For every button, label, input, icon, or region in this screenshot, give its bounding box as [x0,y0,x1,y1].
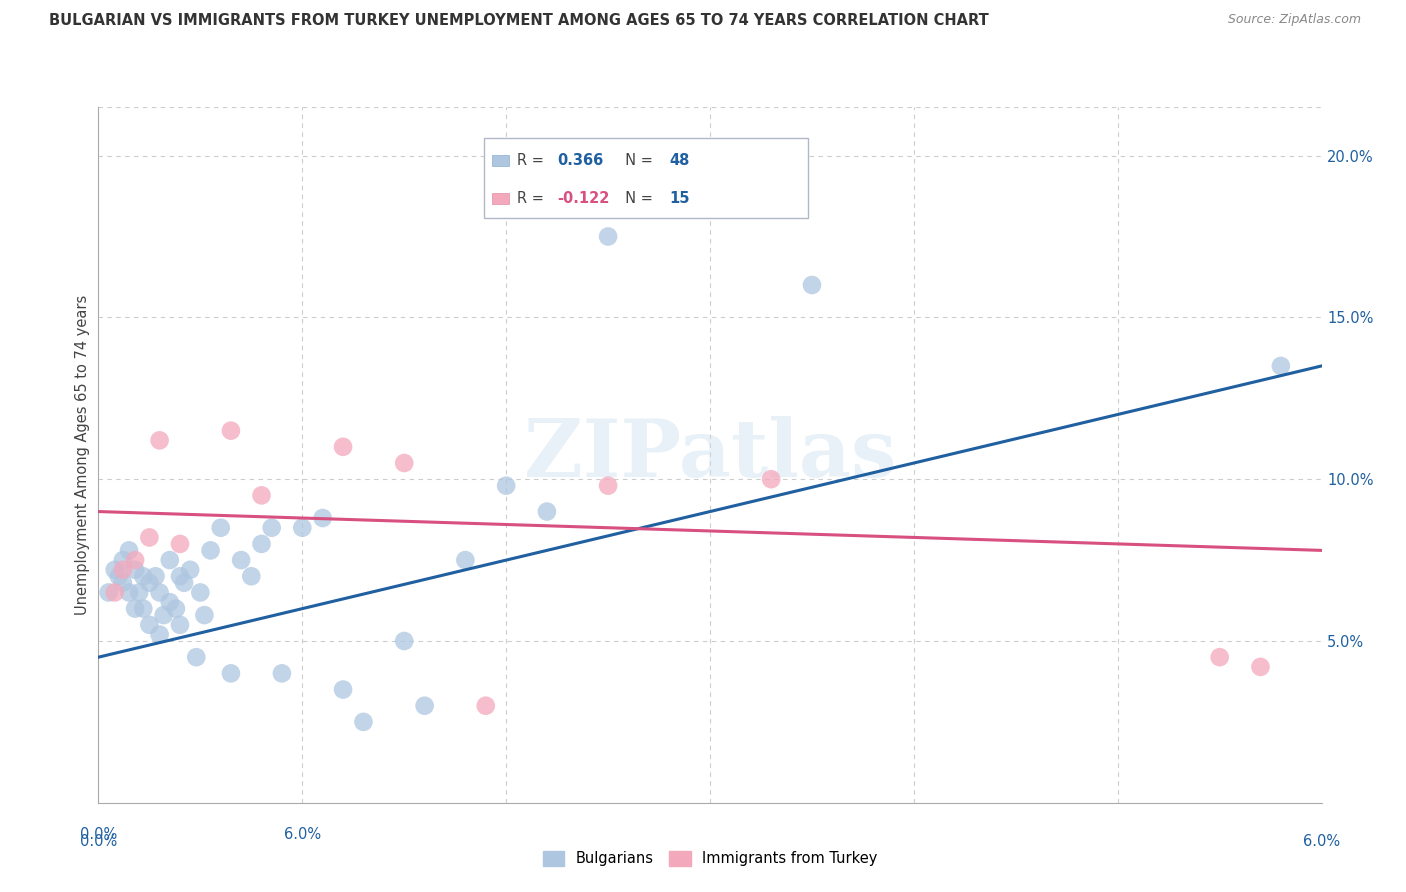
Point [332,440,354,454]
Point [250,537,273,551]
Point [219,666,242,681]
Text: 15: 15 [669,191,690,206]
Point [104,585,127,599]
Point [352,714,374,729]
Point [111,563,134,577]
Point [454,553,477,567]
Point [173,575,195,590]
Point [209,521,232,535]
Point [149,627,172,641]
Y-axis label: Unemployment Among Ages 65 to 74 years: Unemployment Among Ages 65 to 74 years [75,294,90,615]
Point [596,229,619,244]
Point [132,569,155,583]
Point [111,575,134,590]
Text: 0.0%: 0.0% [80,827,117,842]
Point [291,521,314,535]
Text: 6.0%: 6.0% [284,827,321,842]
Point [229,553,253,567]
Point [159,595,181,609]
Point [240,569,263,583]
Text: R =: R = [517,191,548,206]
Point [124,601,146,615]
Text: ZIPatlas: ZIPatlas [524,416,896,494]
Point [145,569,167,583]
Text: N =: N = [616,191,658,206]
Point [311,511,335,525]
Text: 48: 48 [669,153,690,169]
Point [332,682,354,697]
Point [149,585,172,599]
Point [169,569,191,583]
Point [495,478,517,492]
Legend: Bulgarians, Immigrants from Turkey: Bulgarians, Immigrants from Turkey [537,845,883,872]
Point [169,617,191,632]
Point [138,575,160,590]
Point [104,563,127,577]
Point [149,434,172,448]
Point [108,569,131,583]
Point [1208,650,1230,665]
Point [165,601,187,615]
Text: BULGARIAN VS IMMIGRANTS FROM TURKEY UNEMPLOYMENT AMONG AGES 65 TO 74 YEARS CORRE: BULGARIAN VS IMMIGRANTS FROM TURKEY UNEM… [49,13,988,29]
Point [111,553,134,567]
Point [188,585,212,599]
Point [159,553,181,567]
Point [124,563,146,577]
Point [97,585,120,599]
Point [536,504,558,518]
Text: 0.0%: 0.0% [80,834,117,849]
Point [413,698,436,713]
Point [759,472,782,486]
Point [169,537,191,551]
Point [124,553,146,567]
Text: 0.366: 0.366 [557,153,603,169]
Point [118,585,141,599]
Text: 6.0%: 6.0% [1303,834,1340,849]
Point [250,488,273,502]
Point [152,608,174,623]
Point [128,585,150,599]
Point [392,634,416,648]
Point [179,563,201,577]
Point [801,278,824,293]
Point [596,478,619,492]
Point [193,608,215,623]
Point [1249,660,1271,674]
Point [200,543,222,558]
Text: Source: ZipAtlas.com: Source: ZipAtlas.com [1227,13,1361,27]
Point [392,456,416,470]
Text: N =: N = [616,153,658,169]
Point [138,531,160,545]
Text: -0.122: -0.122 [557,191,609,206]
Text: R =: R = [517,153,548,169]
Point [474,698,498,713]
Point [219,424,242,438]
Point [118,543,141,558]
Point [132,601,155,615]
Point [270,666,292,681]
Point [138,617,160,632]
Point [186,650,208,665]
Point [260,521,283,535]
Point [1270,359,1292,373]
